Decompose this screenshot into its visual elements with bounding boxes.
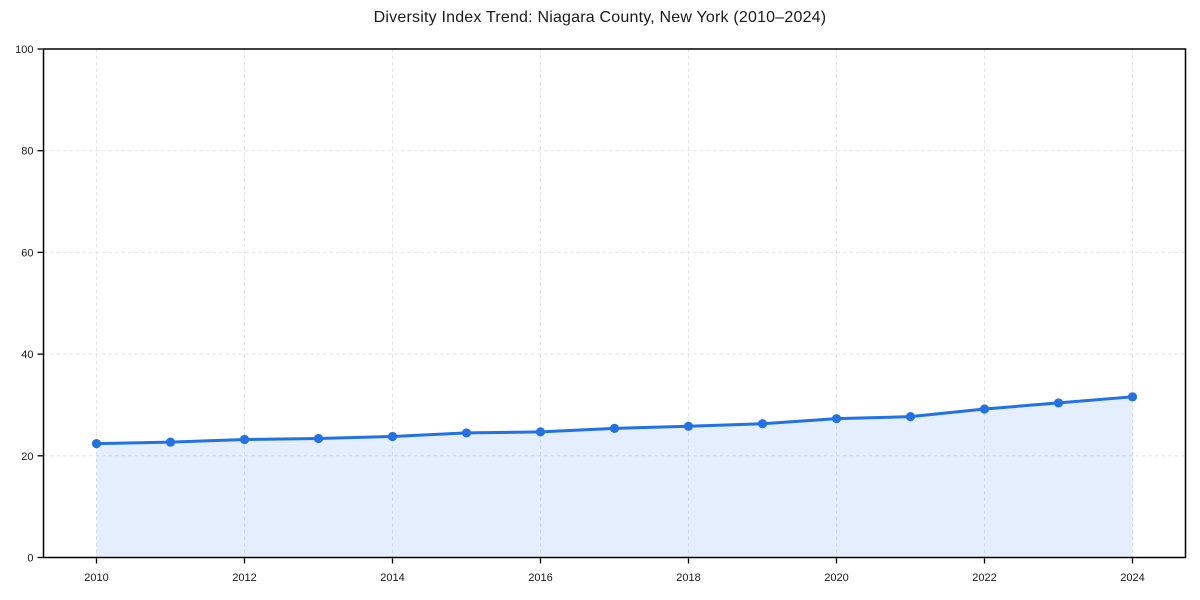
x-tick-label: 2010 — [84, 572, 108, 584]
data-point — [979, 404, 990, 414]
chart-title: Diversity Index Trend: Niagara County, N… — [373, 9, 827, 26]
data-point — [683, 421, 694, 431]
plot-border — [42, 48, 1187, 559]
y-tick-label: 40 — [21, 349, 33, 361]
area-fill — [96, 396, 1133, 557]
y-tick-label: 20 — [21, 451, 33, 463]
y-tick-label: 60 — [21, 247, 33, 259]
data-point — [165, 437, 176, 447]
x-tick-label: 2022 — [972, 572, 996, 584]
x-tick-label: 2020 — [824, 572, 848, 584]
data-point — [313, 433, 324, 444]
data-point — [387, 431, 398, 442]
data-point — [461, 428, 472, 438]
data-point — [1127, 392, 1138, 402]
x-tick-label: 2016 — [528, 572, 552, 584]
data-point — [831, 414, 842, 424]
y-tick-label: 0 — [27, 553, 33, 565]
x-tick-label: 2012 — [232, 572, 256, 584]
x-tick-label: 2024 — [1120, 572, 1144, 584]
x-tick-label: 2018 — [676, 572, 700, 584]
data-point — [91, 438, 102, 449]
data-point — [535, 427, 546, 437]
data-point — [757, 419, 768, 429]
y-tick-label: 80 — [21, 146, 33, 158]
data-point — [905, 412, 916, 422]
x-tick-label: 2014 — [380, 572, 404, 584]
data-point — [609, 423, 620, 433]
data-point — [239, 434, 250, 445]
data-point — [1053, 398, 1064, 408]
y-tick-label: 100 — [15, 44, 33, 56]
